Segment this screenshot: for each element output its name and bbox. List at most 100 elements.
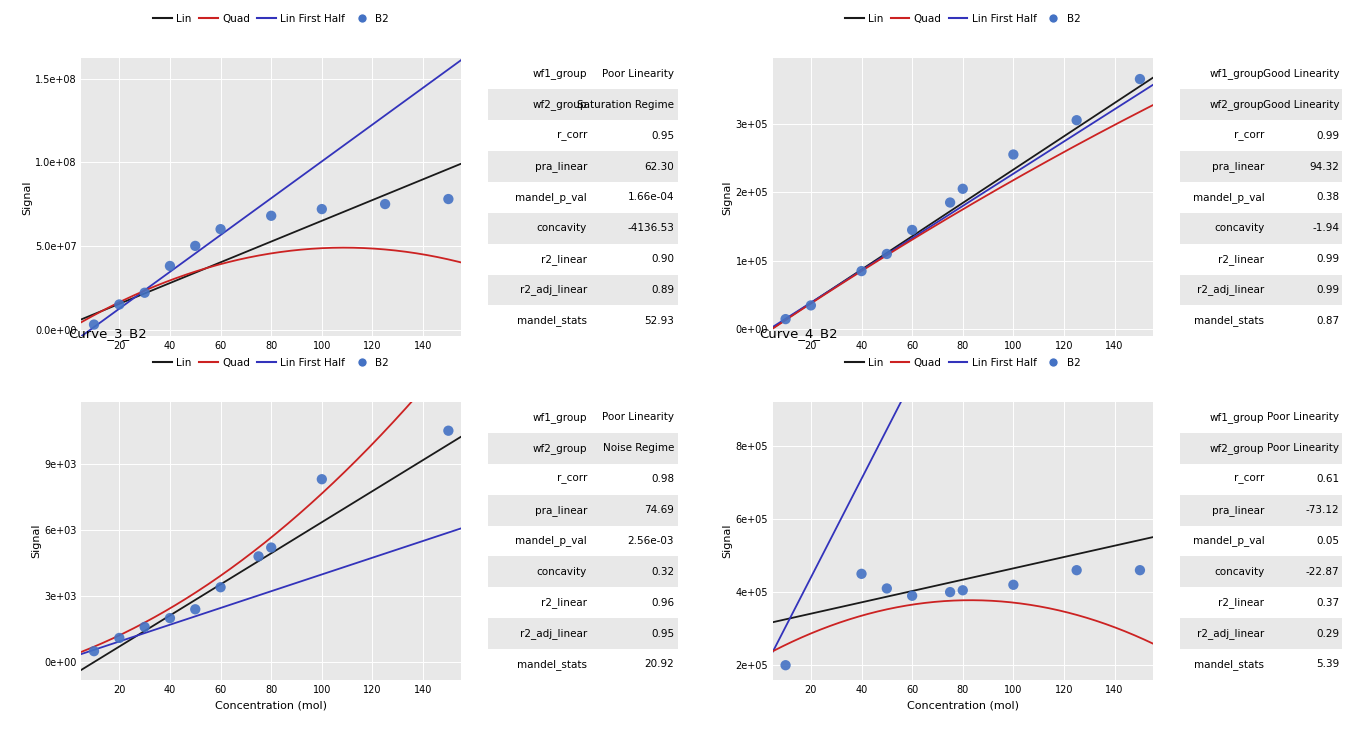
- Point: [952, 585, 974, 596]
- Point: [159, 260, 180, 272]
- Text: 62.30: 62.30: [644, 162, 674, 172]
- Text: 5.39: 5.39: [1315, 659, 1340, 670]
- Point: [134, 287, 156, 298]
- Text: Poor Linearity: Poor Linearity: [602, 412, 674, 423]
- Bar: [1180, 213, 1342, 243]
- Bar: [1180, 556, 1342, 587]
- Point: [940, 586, 961, 598]
- Point: [1066, 114, 1088, 126]
- Point: [774, 659, 796, 671]
- Point: [311, 474, 332, 485]
- Bar: [1180, 402, 1342, 433]
- Point: [374, 198, 396, 210]
- Point: [1066, 564, 1088, 576]
- Bar: [1180, 618, 1342, 649]
- Bar: [1180, 243, 1342, 275]
- Y-axis label: Signal: Signal: [31, 523, 41, 558]
- Bar: [488, 306, 678, 336]
- Legend: Lin, Quad, Lin First Half, B2: Lin, Quad, Lin First Half, B2: [842, 355, 1083, 371]
- Text: 0.95: 0.95: [651, 629, 674, 639]
- Text: r2_adj_linear: r2_adj_linear: [1197, 284, 1264, 295]
- X-axis label: Concentration (mol): Concentration (mol): [907, 357, 1018, 367]
- Text: Poor Linearity: Poor Linearity: [1268, 443, 1340, 453]
- Text: Good Linearity: Good Linearity: [1262, 99, 1340, 110]
- Text: 52.93: 52.93: [644, 316, 674, 326]
- Text: 0.87: 0.87: [1317, 316, 1340, 326]
- Text: r2_adj_linear: r2_adj_linear: [519, 284, 587, 295]
- Text: r2_linear: r2_linear: [1218, 597, 1264, 608]
- Point: [1130, 564, 1151, 576]
- Text: 74.69: 74.69: [644, 505, 674, 515]
- Point: [850, 265, 872, 277]
- Text: 94.32: 94.32: [1310, 162, 1340, 172]
- Text: 0.61: 0.61: [1317, 474, 1340, 484]
- Text: mandel_p_val: mandel_p_val: [515, 536, 587, 546]
- Text: r_corr: r_corr: [1234, 474, 1264, 484]
- Point: [876, 583, 898, 594]
- Text: mandel_p_val: mandel_p_val: [515, 192, 587, 202]
- Text: Curve_3_B2: Curve_3_B2: [68, 327, 146, 340]
- Text: wf2_group: wf2_group: [533, 99, 587, 110]
- Y-axis label: Signal: Signal: [723, 523, 732, 558]
- Y-axis label: Signal: Signal: [22, 180, 33, 215]
- Point: [83, 319, 104, 330]
- Y-axis label: Signal: Signal: [723, 180, 732, 215]
- Bar: [1180, 306, 1342, 336]
- Text: 0.99: 0.99: [1317, 254, 1340, 264]
- Text: wf2_group: wf2_group: [1210, 99, 1264, 110]
- Bar: [488, 618, 678, 649]
- Point: [438, 425, 460, 436]
- X-axis label: Concentration (mol): Concentration (mol): [216, 700, 327, 711]
- Text: 20.92: 20.92: [644, 659, 674, 670]
- Point: [108, 299, 130, 311]
- Point: [850, 568, 872, 580]
- Text: r2_adj_linear: r2_adj_linear: [1197, 628, 1264, 639]
- Bar: [488, 182, 678, 213]
- Text: r_corr: r_corr: [556, 131, 587, 140]
- Bar: [1180, 58, 1342, 89]
- Text: mandel_stats: mandel_stats: [517, 315, 587, 326]
- Text: wf2_group: wf2_group: [1210, 443, 1264, 454]
- Text: -22.87: -22.87: [1306, 567, 1340, 577]
- Text: 0.29: 0.29: [1317, 629, 1340, 639]
- Text: 0.99: 0.99: [1317, 285, 1340, 295]
- Point: [260, 542, 282, 553]
- Point: [800, 300, 822, 311]
- Point: [438, 193, 460, 205]
- Bar: [488, 463, 678, 495]
- Bar: [488, 587, 678, 618]
- Text: 0.98: 0.98: [651, 474, 674, 484]
- X-axis label: Concentration (mol): Concentration (mol): [907, 700, 1018, 711]
- Point: [108, 632, 130, 644]
- Text: wf1_group: wf1_group: [533, 412, 587, 423]
- Point: [1002, 148, 1024, 160]
- Legend: Lin, Quad, Lin First Half, B2: Lin, Quad, Lin First Half, B2: [151, 11, 392, 27]
- Text: 0.89: 0.89: [651, 285, 674, 295]
- Point: [902, 224, 923, 236]
- Bar: [1180, 649, 1342, 680]
- Point: [952, 183, 974, 194]
- Bar: [488, 649, 678, 680]
- Text: wf1_group: wf1_group: [1210, 69, 1264, 80]
- Bar: [1180, 463, 1342, 495]
- Bar: [1180, 526, 1342, 556]
- Text: mandel_stats: mandel_stats: [517, 659, 587, 670]
- Point: [210, 223, 232, 235]
- Legend: Lin, Quad, Lin First Half, B2: Lin, Quad, Lin First Half, B2: [842, 11, 1083, 27]
- Text: wf1_group: wf1_group: [533, 69, 587, 80]
- Point: [184, 603, 206, 615]
- Point: [134, 621, 156, 633]
- Text: r2_linear: r2_linear: [1218, 254, 1264, 265]
- Legend: Lin, Quad, Lin First Half, B2: Lin, Quad, Lin First Half, B2: [151, 355, 392, 371]
- Bar: [488, 243, 678, 275]
- Text: Saturation Regime: Saturation Regime: [578, 99, 674, 110]
- Bar: [488, 275, 678, 306]
- Text: wf1_group: wf1_group: [1210, 412, 1264, 423]
- Bar: [488, 120, 678, 151]
- Text: 2.56e-03: 2.56e-03: [628, 536, 674, 546]
- Text: wf2_group: wf2_group: [533, 443, 587, 454]
- Text: r_corr: r_corr: [1234, 131, 1264, 140]
- Point: [902, 590, 923, 602]
- Bar: [1180, 151, 1342, 182]
- Text: 0.90: 0.90: [651, 254, 674, 264]
